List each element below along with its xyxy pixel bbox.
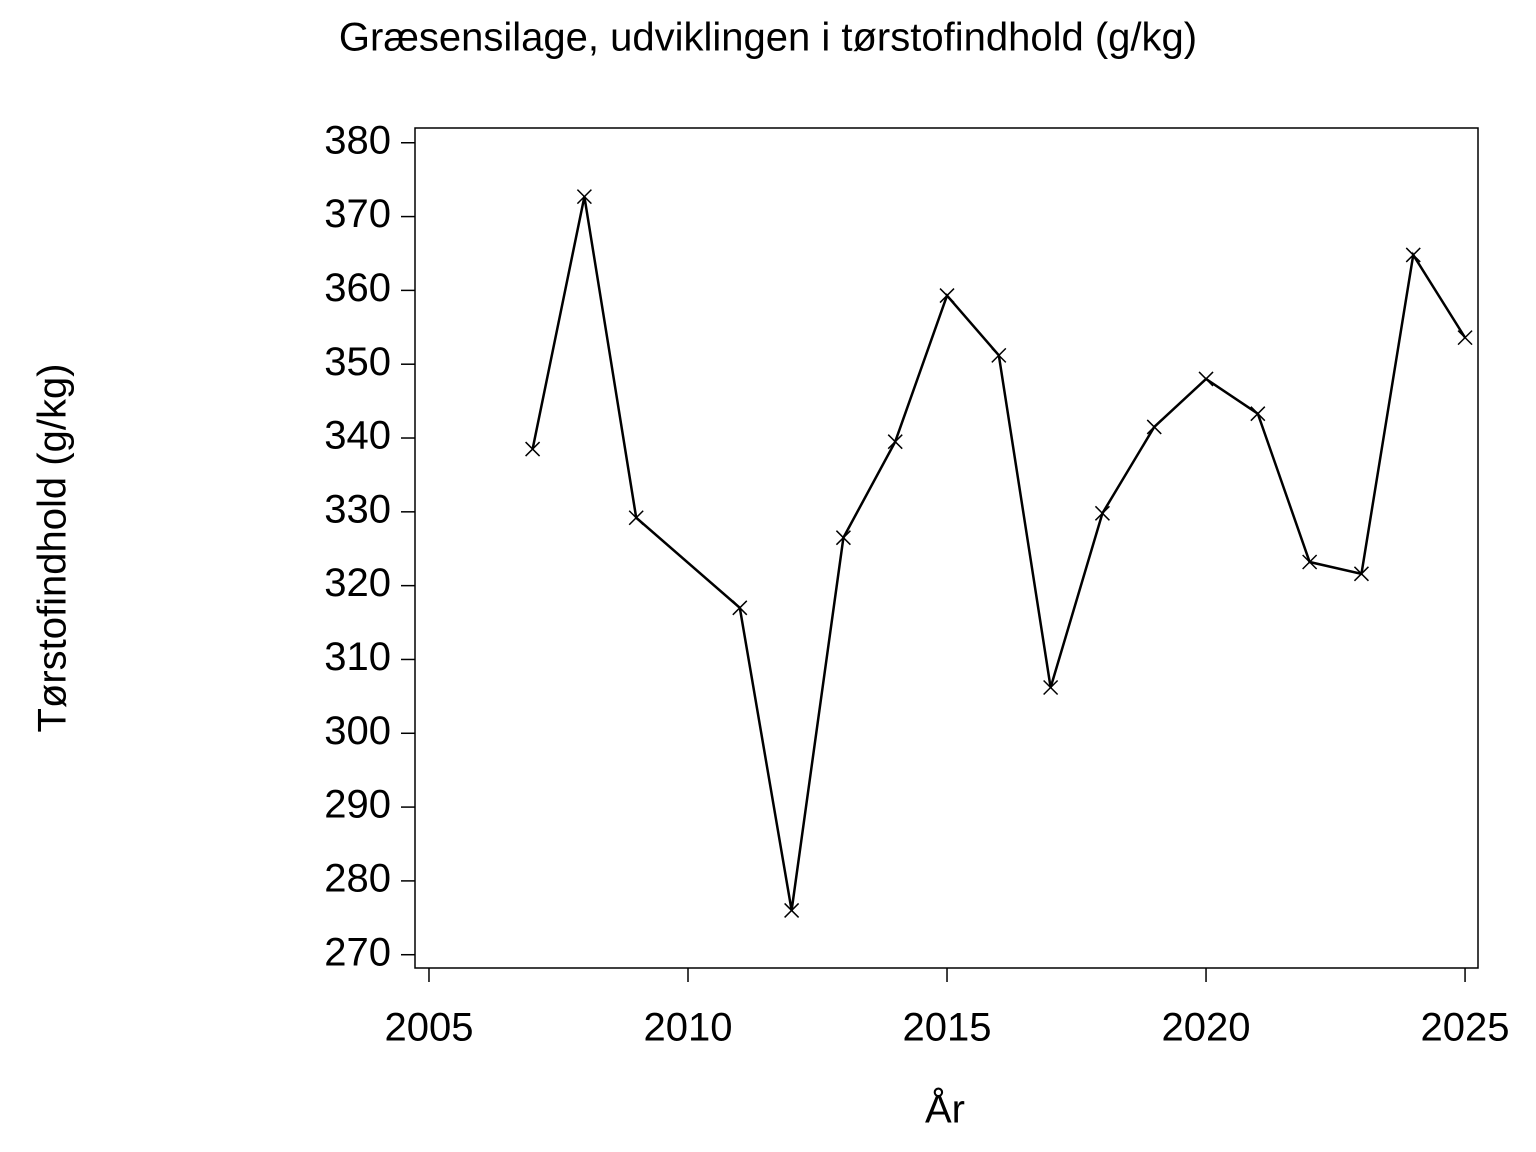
x-tick-label: 2005 bbox=[384, 1006, 473, 1050]
data-marker bbox=[1094, 505, 1110, 521]
y-axis-label: Tørstofindhold (g/kg) bbox=[31, 363, 75, 732]
data-marker bbox=[576, 189, 592, 205]
y-tick-label: 300 bbox=[324, 709, 391, 753]
x-axis-label: År bbox=[925, 1087, 965, 1132]
data-marker bbox=[1353, 566, 1369, 582]
y-tick-label: 370 bbox=[324, 192, 391, 236]
y-tick-label: 340 bbox=[324, 414, 391, 458]
data-marker bbox=[1043, 679, 1059, 696]
y-tick-label: 380 bbox=[324, 118, 391, 162]
y-tick-label: 310 bbox=[324, 635, 391, 679]
y-tick-label: 350 bbox=[324, 340, 391, 384]
x-tick-label: 2020 bbox=[1162, 1006, 1251, 1050]
data-marker bbox=[1146, 419, 1162, 435]
data-marker bbox=[991, 347, 1007, 363]
chart-title: Græsensilage, udviklingen i tørstofindho… bbox=[339, 16, 1197, 60]
y-tick-label: 330 bbox=[324, 487, 391, 531]
y-tick-label: 360 bbox=[324, 266, 391, 310]
y-tick-label: 280 bbox=[324, 856, 391, 900]
data-marker bbox=[1405, 247, 1421, 263]
data-marker bbox=[1457, 330, 1473, 346]
data-marker bbox=[1198, 371, 1214, 387]
data-line bbox=[531, 196, 1467, 911]
y-tick-label: 270 bbox=[324, 930, 391, 974]
data-marker bbox=[784, 902, 800, 918]
data-marker bbox=[1250, 406, 1266, 422]
data-marker bbox=[628, 510, 644, 526]
x-tick-label: 2015 bbox=[903, 1006, 992, 1050]
data-marker bbox=[887, 434, 903, 450]
y-tick-label: 320 bbox=[324, 561, 391, 605]
x-tick-label: 2025 bbox=[1421, 1006, 1510, 1050]
y-tick-label: 290 bbox=[324, 783, 391, 827]
data-marker bbox=[1302, 554, 1318, 570]
data-marker bbox=[835, 530, 851, 546]
data-marker bbox=[939, 288, 955, 304]
data-marker bbox=[525, 441, 541, 457]
data-marker bbox=[732, 600, 748, 616]
x-tick-label: 2010 bbox=[644, 1006, 733, 1050]
